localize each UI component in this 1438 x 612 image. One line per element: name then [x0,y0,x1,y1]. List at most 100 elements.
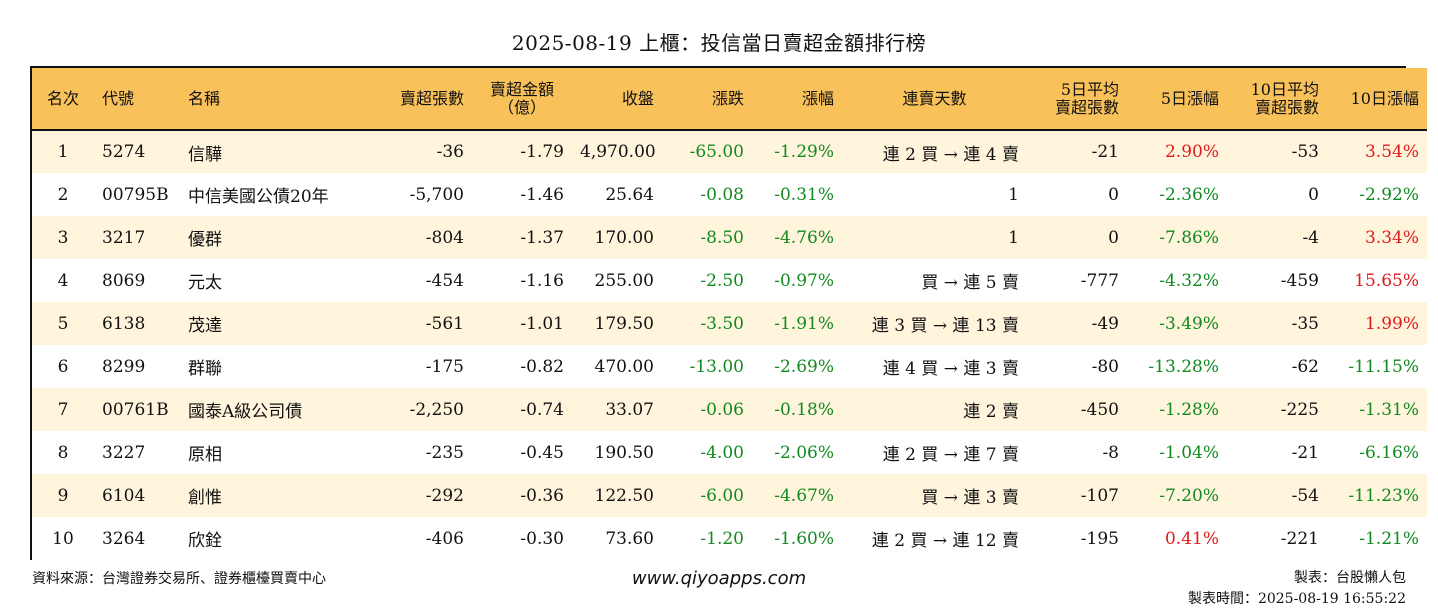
cell-code: 6104 [102,485,146,506]
cell-pct10: -11.23% [1348,485,1419,506]
cell-pct10: 15.65% [1354,270,1419,291]
cell-pct5: -1.28% [1159,399,1219,420]
cell-sell-amount: -1.37 [520,227,564,248]
table-body: 1 5274 信驊 -36 -1.79 4,970.00 -65.00 -1.29% 連 2 買… [32,130,1427,560]
cell-code: 8069 [102,270,146,291]
cell-sell-shares: -5,700 [409,184,464,205]
cell-pct: -0.31% [774,184,834,205]
header-pct5: 5日漲幅 [1160,88,1219,108]
cell-sell-amount: -0.45 [520,442,564,463]
cell-avg5: 0 [1108,184,1119,205]
cell-close: 470.00 [594,356,654,377]
cell-streak: 買 → 連 3 賣 [921,488,1019,508]
cell-change: -8.50 [700,227,744,248]
website-link[interactable]: www.qiyoapps.com [631,568,807,589]
cell-close: 73.60 [605,528,654,549]
cell-avg5: -8 [1102,442,1119,463]
cell-name: 欣銓 [188,531,222,551]
cell-rank: 10 [52,528,74,549]
cell-change: -6.00 [700,485,744,506]
table-row: 4 8069 元太 -454 -1.16 255.00 -2.50 -0.97% 買 → 連 5… [32,259,1427,302]
header-avg10: 10日平均 賣超張數 [1227,68,1327,130]
cell-sell-amount: -1.46 [520,184,564,205]
header-pct: 漲幅 [801,88,834,108]
cell-pct10: -2.92% [1359,184,1419,205]
cell-name: 創惟 [188,488,222,508]
cell-name: 茂達 [188,316,222,336]
table-row: 8 3227 原相 -235 -0.45 190.50 -4.00 -2.06% 連 2 買 →… [32,431,1427,474]
cell-avg5: -21 [1091,142,1119,162]
cell-rank: 6 [57,356,69,377]
cell-pct: -2.69% [774,356,834,377]
cell-name: 中信美國公債20年 [188,187,329,207]
cell-close: 190.50 [594,442,654,463]
cell-code: 8299 [102,356,146,377]
cell-code: 3227 [102,442,146,463]
cell-pct10: -1.21% [1359,528,1419,549]
cell-streak: 連 3 買 → 連 13 賣 [871,316,1019,336]
cell-sell-shares: -2,250 [409,399,464,420]
maker-credit: 製表：台股懶人包 [1294,570,1406,586]
cell-streak: 買 → 連 5 賣 [921,273,1019,293]
cell-code: 3264 [102,528,146,549]
cell-name: 國泰A級公司債 [188,402,303,422]
cell-code: 00761B [102,399,169,420]
cell-sell-shares: -292 [425,485,464,506]
header-avg5-line2: 賣超張數 [1054,97,1119,117]
cell-name: 原相 [188,445,222,465]
cell-streak: 連 2 買 → 連 12 賣 [871,531,1019,551]
cell-rank: 3 [57,227,69,248]
cell-rank: 5 [57,313,69,334]
cell-change: -3.50 [700,313,744,334]
cell-sell-shares: -235 [425,442,464,463]
cell-close: 122.50 [594,485,654,506]
cell-pct: -1.60% [774,528,834,549]
cell-avg5: 0 [1108,227,1119,248]
cell-pct5: -3.49% [1159,313,1219,334]
cell-pct5: -7.86% [1159,227,1219,248]
cell-name: 信驊 [188,144,222,165]
cell-sell-amount: -0.36 [520,485,564,506]
cell-pct10: -1.31% [1359,399,1419,420]
cell-pct5: -1.04% [1159,442,1219,463]
cell-change: -13.00 [689,356,744,377]
cell-change: -2.50 [700,270,744,291]
cell-pct: -0.97% [774,270,834,291]
cell-sell-amount: -0.30 [520,528,564,549]
cell-close: 170.00 [594,227,654,248]
cell-pct: -0.18% [774,399,834,420]
cell-sell-amount: -1.16 [520,270,564,291]
header-change: 漲跌 [711,88,744,108]
cell-streak: 1 [1008,184,1019,205]
cell-sell-shares: -804 [425,227,464,248]
cell-rank: 2 [57,184,69,205]
cell-pct: -4.76% [774,227,834,248]
cell-avg10: 0 [1308,184,1319,205]
cell-pct5: -13.28% [1148,356,1219,377]
cell-pct5: 2.90% [1164,142,1219,162]
cell-code: 00795B [102,184,169,205]
cell-streak: 1 [1008,227,1019,248]
cell-avg5: -195 [1080,528,1119,549]
cell-pct: -1.91% [774,313,834,334]
cell-change: -4.00 [700,442,744,463]
cell-sell-shares: -36 [436,142,464,162]
table-row: 3 3217 優群 -804 -1.37 170.00 -8.50 -4.76% 1 0 -7.86… [32,216,1427,259]
cell-rank: 8 [57,442,69,463]
cell-avg5: -49 [1091,313,1119,334]
cell-avg10: -221 [1280,528,1319,549]
header-sell-shares: 賣超張數 [399,88,464,108]
cell-sell-shares: -406 [425,528,464,549]
cell-avg10: -4 [1302,227,1319,248]
made-time: 製表時間：2025-08-19 16:55:22 [1187,591,1406,607]
table-row: 5 6138 茂達 -561 -1.01 179.50 -3.50 -1.91% 連 3 買 →… [32,302,1427,345]
header-sell-amount-line2: （億） [497,97,546,117]
cell-change: -0.06 [700,399,744,420]
ranking-table: 名次 代號 名稱 賣超張數 賣超金額 （億） 收盤 漲跌 漲幅 連賣天數 5日平… [30,66,1427,560]
table-row: 7 00761B 國泰A級公司債 -2,250 -0.74 33.07 -0.06 -0.18… [32,388,1427,431]
cell-pct5: -2.36% [1159,184,1219,205]
cell-avg10: -54 [1291,485,1319,506]
table-row: 2 00795B 中信美國公債20年 -5,700 -1.46 25.64 -0.08 -0.… [32,173,1427,216]
cell-sell-amount: -1.01 [520,313,564,334]
cell-close: 25.64 [605,184,654,205]
